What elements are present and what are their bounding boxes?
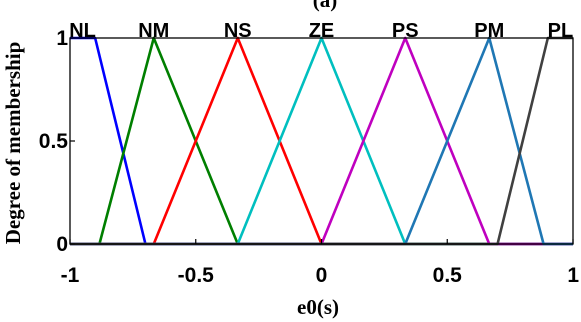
membership-label-ns: NS xyxy=(224,20,252,42)
y-axis-ticks: 00.51 xyxy=(39,27,75,256)
x-tick-label: -0.5 xyxy=(178,264,215,287)
x-tick-label: 1 xyxy=(567,264,579,287)
x-axis-ticks: -1 -0.5 0 0.5 1 xyxy=(61,239,579,287)
membership-label-pm: PM xyxy=(474,20,504,42)
y-axis-label: Degree of membership xyxy=(1,42,25,245)
y-tick-label: 0.5 xyxy=(39,130,69,153)
membership-label-ze: ZE xyxy=(309,20,335,42)
chart-title: (a) xyxy=(313,0,338,12)
membership-labels: NL NM NS ZE PS PM PL xyxy=(69,20,573,42)
y-tick-label: 1 xyxy=(56,27,68,50)
x-axis-label: e0(s) xyxy=(297,295,339,319)
membership-label-ps: PS xyxy=(392,20,419,42)
y-tick-label: 0 xyxy=(56,233,68,256)
x-tick-label: 0 xyxy=(316,264,328,287)
series-lines xyxy=(70,36,573,246)
x-tick-label: -1 xyxy=(61,264,80,287)
membership-label-nm: NM xyxy=(138,20,169,42)
x-tick-label: 0.5 xyxy=(433,264,463,287)
membership-label-nl: NL xyxy=(69,20,96,42)
membership-label-pl: PL xyxy=(548,20,574,42)
